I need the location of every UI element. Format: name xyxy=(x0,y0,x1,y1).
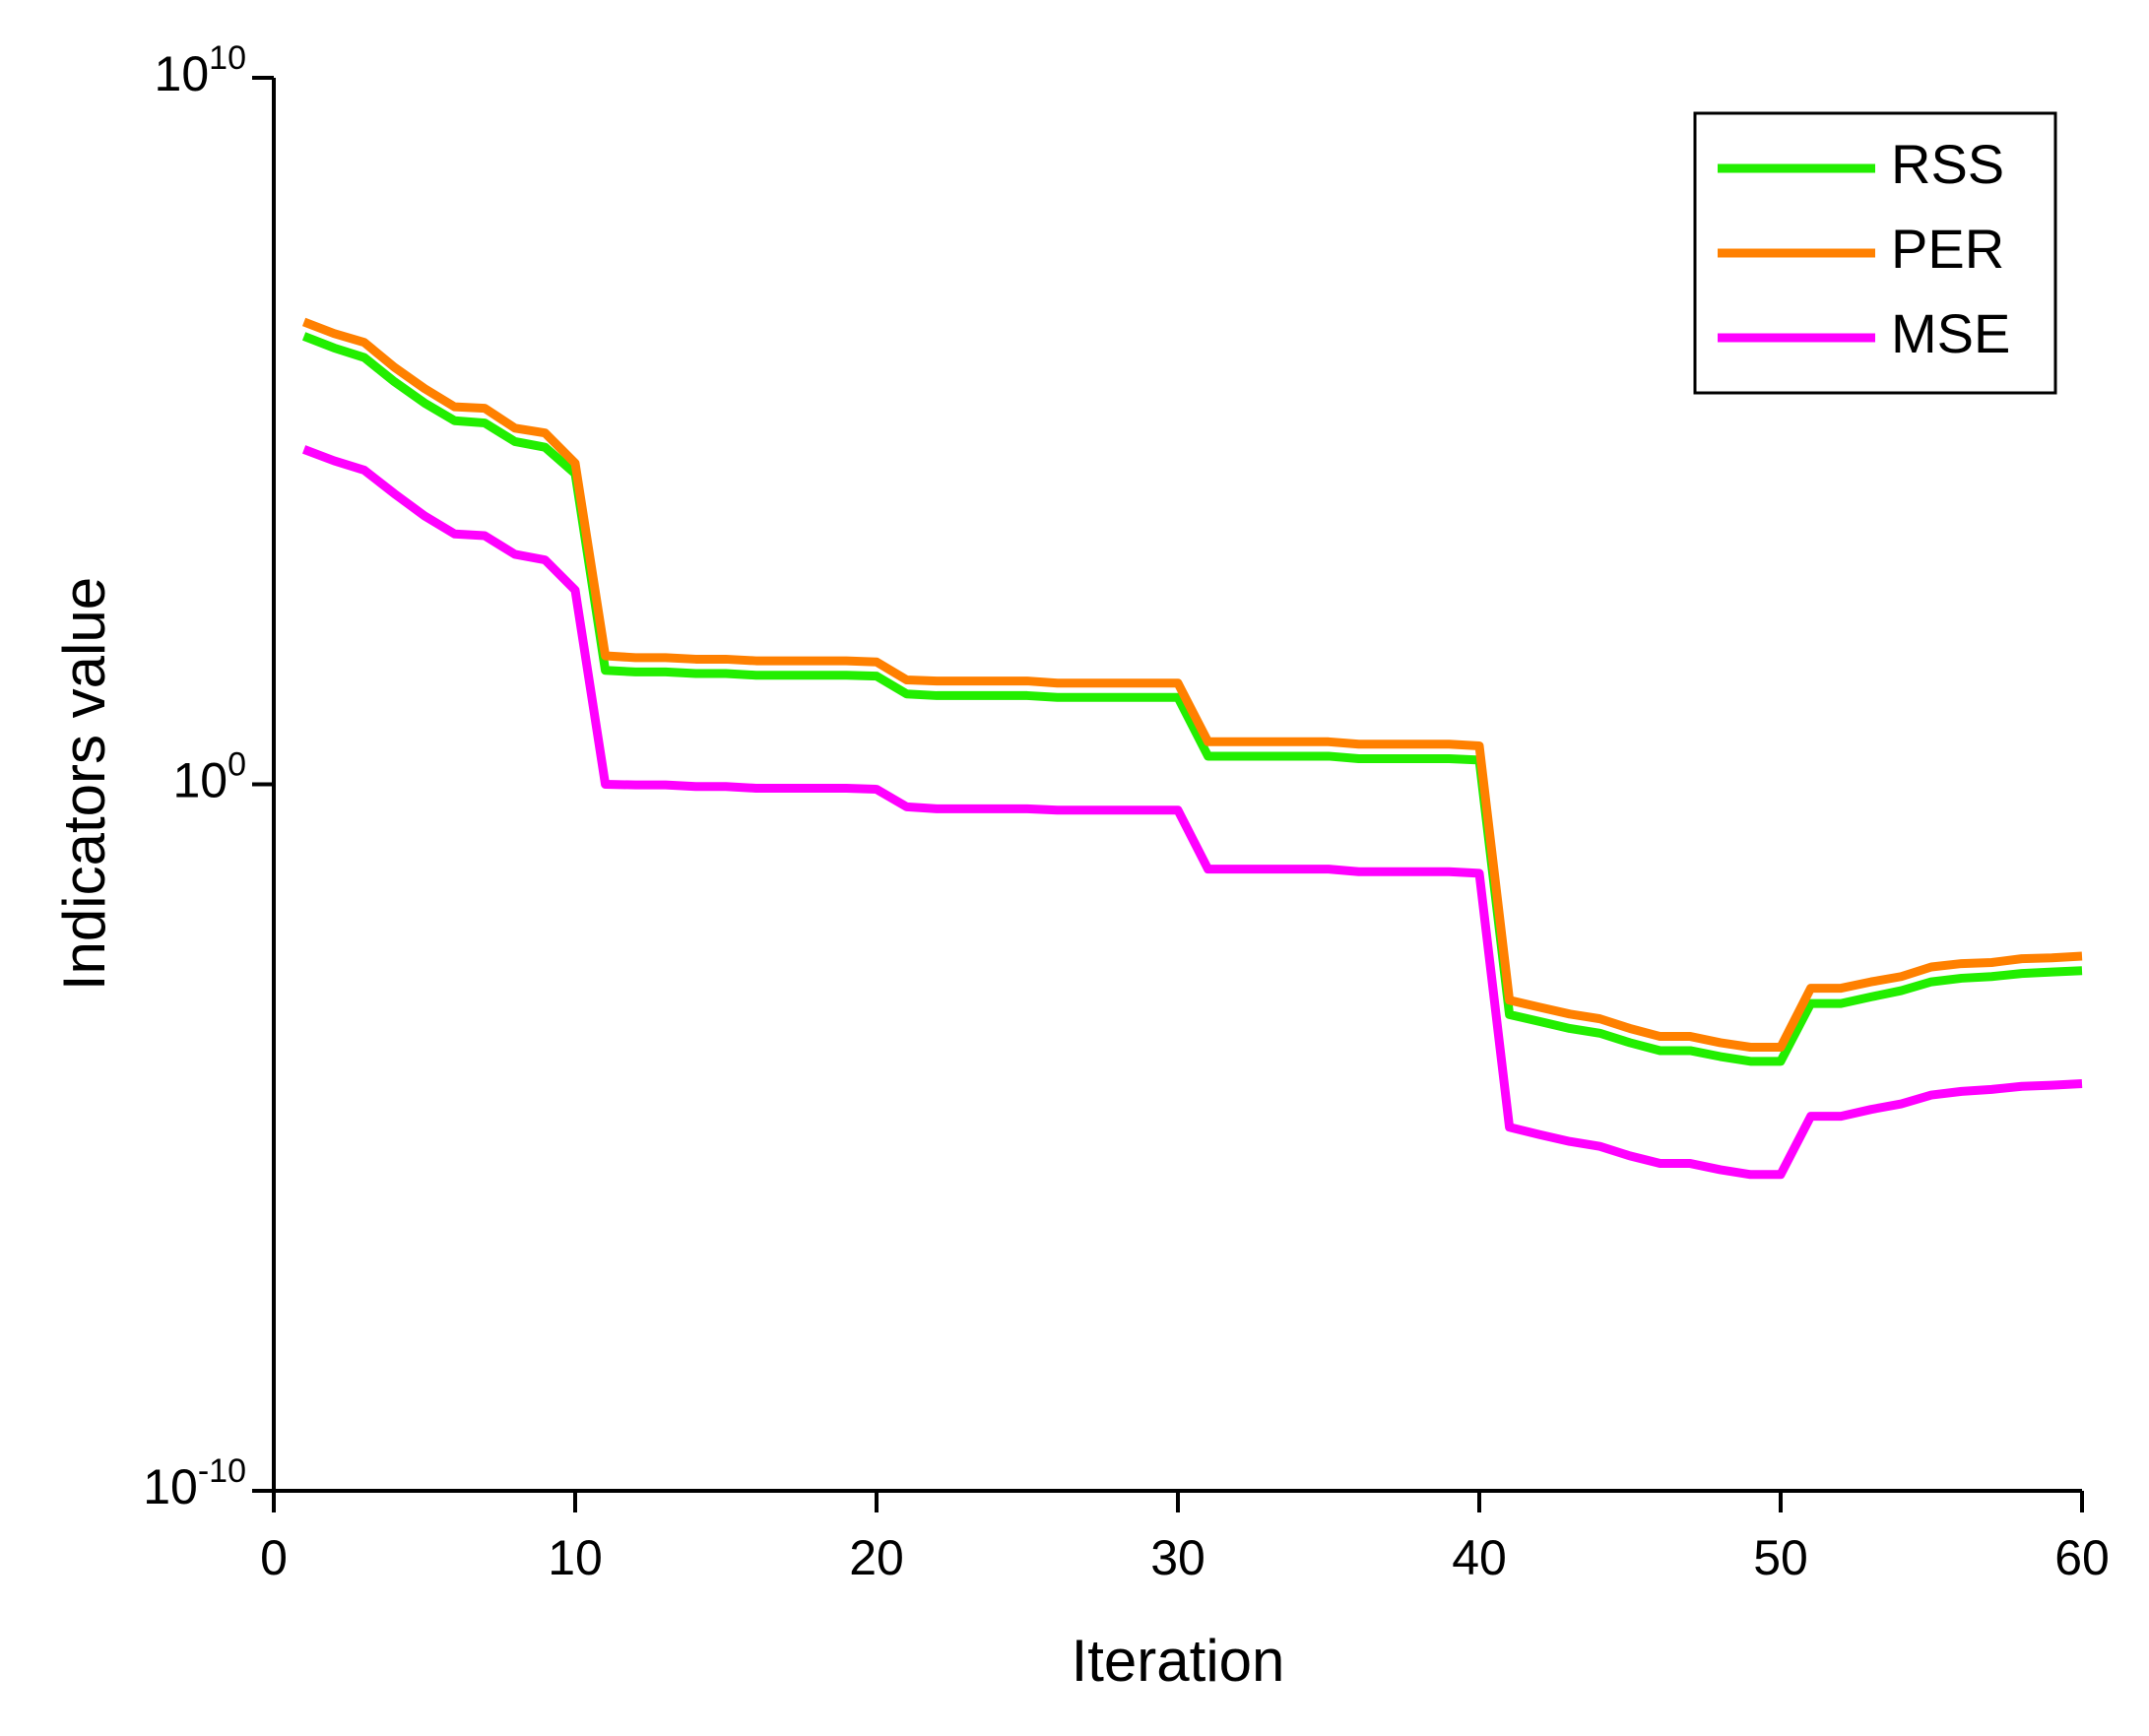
series-line xyxy=(302,445,2083,1180)
y-tick-label: 10-10 xyxy=(143,1452,246,1514)
x-tick-label: 50 xyxy=(1753,1530,1808,1585)
x-tick-label: 60 xyxy=(2054,1530,2110,1585)
x-tick-label: 30 xyxy=(1150,1530,1205,1585)
series-line xyxy=(301,317,2083,1052)
y-tick-label: 1010 xyxy=(155,39,246,101)
legend-label: RSS xyxy=(1891,133,2004,195)
series-line xyxy=(301,332,2083,1066)
x-tick-label: 10 xyxy=(548,1530,603,1585)
x-tick-label: 20 xyxy=(849,1530,904,1585)
x-tick-label: 0 xyxy=(260,1530,288,1585)
legend-label: MSE xyxy=(1891,302,2010,364)
y-tick-label: 100 xyxy=(172,745,246,807)
legend-label: PER xyxy=(1891,218,2004,280)
y-axis-title: Indicators value xyxy=(51,577,117,991)
x-axis-title: Iteration xyxy=(1072,1628,1285,1694)
x-tick-label: 40 xyxy=(1452,1530,1507,1585)
